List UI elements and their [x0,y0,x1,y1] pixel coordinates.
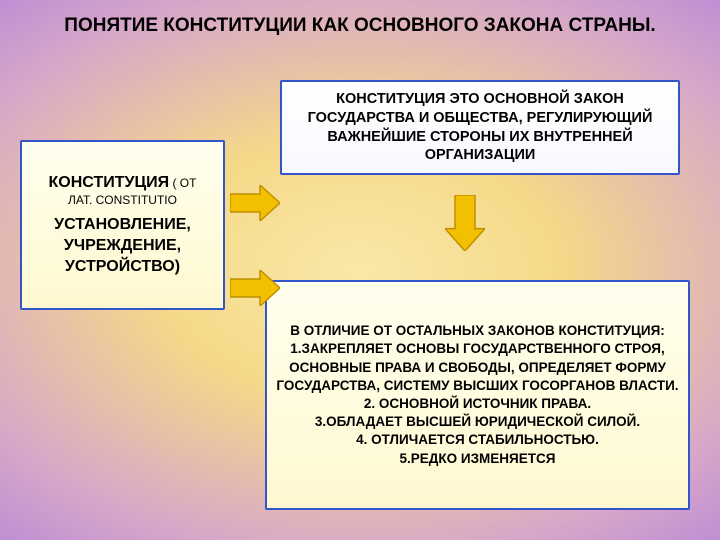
term-suffix: ( ОТ [169,176,196,190]
arrow-to-definition [230,185,280,221]
definition-main-box: КОНСТИТУЦИЯ ЭТО ОСНОВНОЙ ЗАКОН ГОСУДАРСТ… [280,80,680,175]
arrow-down [445,195,485,251]
difference-3: 3.ОБЛАДАЕТ ВЫСШЕЙ ЮРИДИЧЕСКОЙ СИЛОЙ. [275,413,680,431]
difference-1: 1.ЗАКРЕПЛЯЕТ ОСНОВЫ ГОСУДАРСТВЕННОГО СТР… [275,340,680,395]
etymology-latin: ЛАТ. CONSTITUTIO [28,193,217,209]
term-word: КОНСТИТУЦИЯ [49,174,170,191]
definition-etymology-box: КОНСТИТУЦИЯ ( ОТ ЛАТ. CONSTITUTIO УСТАНО… [20,140,225,310]
difference-4: 4. ОТЛИЧАЕТСЯ СТАБИЛЬНОСТЬЮ. [275,431,680,449]
arrow-to-differences [230,270,280,306]
definition-text: КОНСТИТУЦИЯ ЭТО ОСНОВНОЙ ЗАКОН ГОСУДАРСТ… [288,90,672,165]
page-title: ПОНЯТИЕ КОНСТИТУЦИИ КАК ОСНОВНОГО ЗАКОНА… [0,14,720,38]
differences-header: В ОТЛИЧИЕ ОТ ОСТАЛЬНЫХ ЗАКОНОВ КОНСТИТУЦ… [275,322,680,340]
differences-box: В ОТЛИЧИЕ ОТ ОСТАЛЬНЫХ ЗАКОНОВ КОНСТИТУЦ… [265,280,690,510]
etymology-meaning: УСТАНОВЛЕНИЕ, УЧРЕЖДЕНИЕ, УСТРОЙСТВО) [28,215,217,277]
difference-2: 2. ОСНОВНОЙ ИСТОЧНИК ПРАВА. [275,395,680,413]
etymology-line1: КОНСТИТУЦИЯ ( ОТ [28,173,217,194]
difference-5: 5.РЕДКО ИЗМЕНЯЕТСЯ [275,450,680,468]
